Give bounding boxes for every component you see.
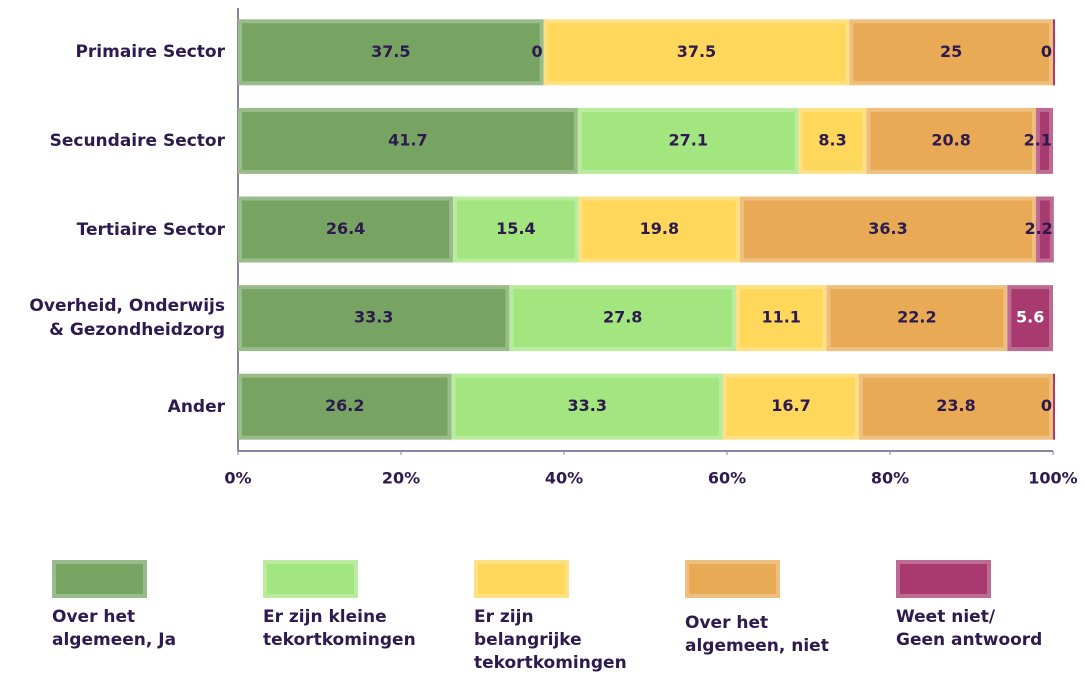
data-label: 20.8 — [931, 130, 970, 149]
legend-label: Er zijn kleine tekortkomingen — [263, 607, 416, 650]
x-tick-label: 40% — [545, 469, 583, 488]
legend-label: Er zijn belangrijke tekortkomingen — [474, 607, 627, 673]
legend-label: Over het algemeen, niet — [685, 613, 829, 656]
bar-segment — [453, 196, 579, 263]
category-label: Tertiaire Sector — [76, 219, 225, 240]
bar-segment — [849, 19, 1053, 86]
bar-segment — [238, 285, 510, 352]
data-label: 41.7 — [388, 130, 427, 149]
bar-segment-edge — [1053, 373, 1055, 440]
data-label: 15.4 — [496, 219, 535, 238]
data-label: 33.3 — [354, 308, 393, 327]
data-label: 0 — [1041, 396, 1052, 415]
bar-segment — [1007, 285, 1053, 352]
data-label: 27.8 — [603, 308, 642, 327]
data-label: 8.3 — [818, 130, 846, 149]
legend-swatch — [263, 560, 358, 598]
data-label: 27.1 — [669, 130, 708, 149]
bar-segment — [866, 107, 1036, 174]
legend-label: Weet niet/ Geen antwoord — [896, 607, 1043, 650]
bar-segment — [238, 19, 544, 86]
data-label: 0 — [1041, 42, 1052, 61]
data-label: 33.3 — [567, 396, 606, 415]
bar-segment — [238, 107, 578, 174]
category-label: Ander — [167, 396, 225, 417]
data-label: 19.8 — [640, 219, 679, 238]
data-label: 36.3 — [868, 219, 907, 238]
data-label: 25 — [940, 42, 962, 61]
legend-swatch — [474, 560, 569, 598]
data-label: 26.4 — [326, 219, 365, 238]
data-label: 5.6 — [1016, 308, 1044, 327]
bar-segment — [238, 373, 452, 440]
legend-label: Over het algemeen, Ja — [52, 607, 177, 650]
bar-segment — [798, 107, 867, 174]
bar-segment — [735, 285, 827, 352]
bar-segment — [826, 285, 1008, 352]
data-label: 37.5 — [371, 42, 410, 61]
bar-segment — [577, 107, 799, 174]
category-label: Overheid, Onderwijs & Gezondheidzorg — [29, 296, 225, 341]
category-label: Secundaire Sector — [49, 130, 225, 151]
data-label: 2.2 — [1024, 219, 1052, 238]
legend-swatch — [52, 560, 147, 598]
legend-swatch — [685, 560, 780, 598]
bar-segment — [740, 196, 1036, 263]
legend-swatch — [896, 560, 991, 598]
bar-segment — [509, 285, 736, 352]
bar-segment-edge — [1053, 19, 1055, 86]
bar-segment — [722, 373, 860, 440]
bar-segment — [578, 196, 741, 263]
data-label: 0 — [531, 42, 542, 61]
data-label: 23.8 — [936, 396, 975, 415]
bar-segment — [859, 373, 1054, 440]
bar-segment — [451, 373, 723, 440]
bar-segment — [238, 196, 454, 263]
data-label: 22.2 — [897, 308, 936, 327]
data-label: 11.1 — [761, 308, 800, 327]
data-label: 2.1 — [1024, 130, 1052, 149]
x-tick-label: 60% — [708, 469, 746, 488]
data-label: 16.7 — [771, 396, 810, 415]
data-label: 37.5 — [677, 42, 716, 61]
bar-segment — [1035, 196, 1054, 263]
x-tick-label: 100% — [1028, 469, 1077, 488]
x-tick-label: 20% — [382, 469, 420, 488]
bar-segment — [1035, 107, 1054, 174]
x-tick-label: 0% — [224, 469, 251, 488]
x-tick-label: 80% — [871, 469, 909, 488]
bar-segment — [543, 19, 850, 86]
data-label: 26.2 — [325, 396, 364, 415]
category-label: Primaire Sector — [75, 42, 225, 63]
